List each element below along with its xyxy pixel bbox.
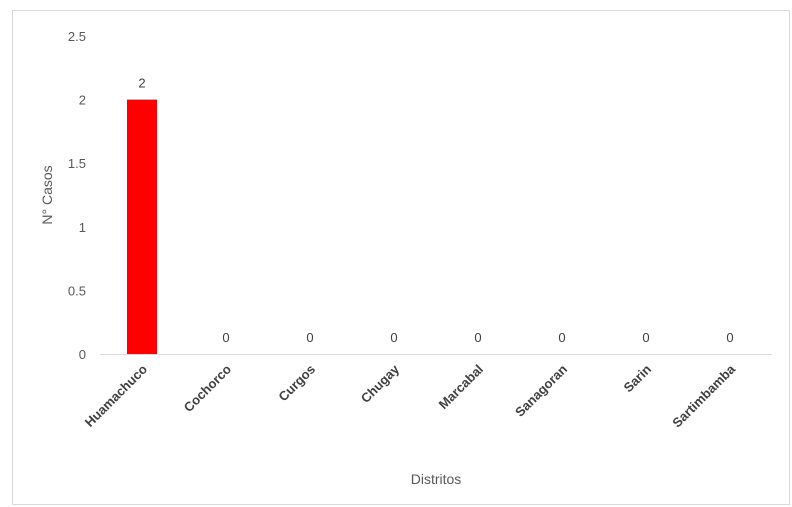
y-tick-label: 0.5 <box>68 283 86 298</box>
data-label-chugay: 0 <box>390 330 397 345</box>
data-label-cochorco: 0 <box>222 330 229 345</box>
data-label-huamachuco: 2 <box>138 76 145 91</box>
y-tick-label: 2.5 <box>68 29 86 44</box>
data-label-curgos: 0 <box>306 330 313 345</box>
x-axis-title: Distritos <box>411 471 462 487</box>
y-axis-ticks: 0 0.5 1 1.5 2 2.5 <box>68 29 86 362</box>
x-tick-label-curgos: Curgos <box>275 362 318 405</box>
bars <box>127 99 157 354</box>
y-tick-label: 0 <box>79 347 86 362</box>
x-tick-label-sarin: Sarin <box>621 361 655 395</box>
y-tick-label: 1.5 <box>68 156 86 171</box>
data-label-sarin: 0 <box>642 330 649 345</box>
data-label-marcabal: 0 <box>474 330 481 345</box>
x-tick-label-sanagoran: Sanagoran <box>512 361 570 419</box>
x-tick-label-cochorco: Cochorco <box>181 361 235 415</box>
x-tick-label-chugay: Chugay <box>358 361 403 406</box>
x-tick-label-marcabal: Marcabal <box>436 362 486 412</box>
y-tick-label: 1 <box>79 220 86 235</box>
data-labels: 2 0 0 0 0 0 0 0 <box>138 76 733 345</box>
x-tick-label-huamachuco: Huamachuco <box>82 361 150 429</box>
y-axis-title: N° Casos <box>39 165 55 224</box>
data-label-sanagoran: 0 <box>558 330 565 345</box>
bar-huamachuco <box>127 99 157 354</box>
x-tick-label-sartimbamba: Sartimbamba <box>669 361 738 430</box>
x-axis-category-labels: Huamachuco Cochorco Curgos Chugay Marcabal Sa… <box>82 361 739 430</box>
data-label-sartimbamba: 0 <box>726 330 733 345</box>
y-tick-label: 2 <box>79 93 86 108</box>
